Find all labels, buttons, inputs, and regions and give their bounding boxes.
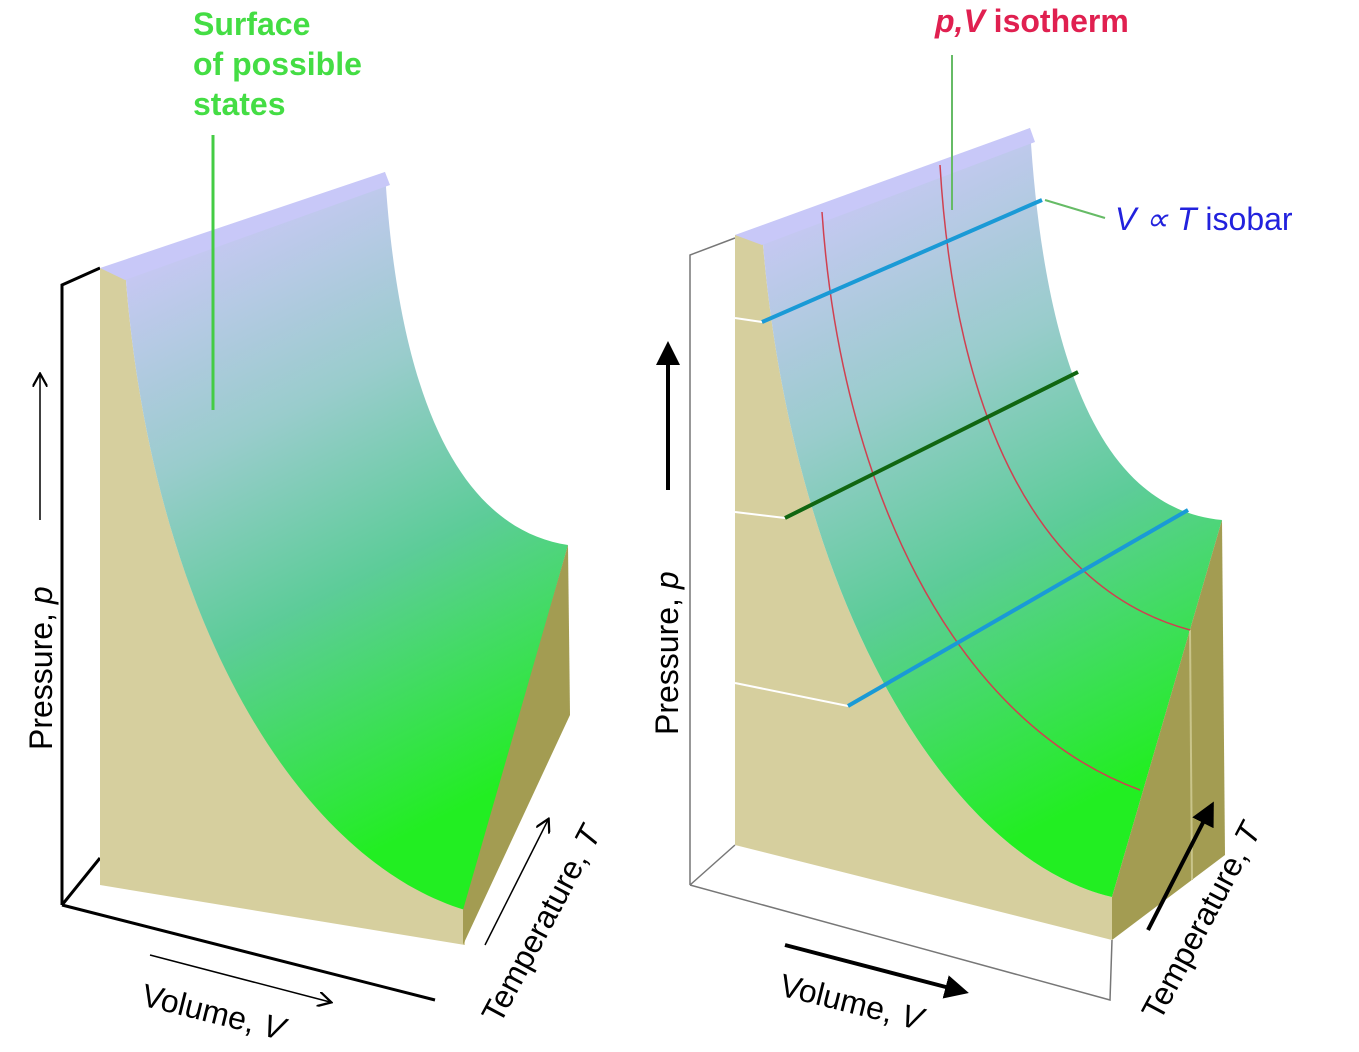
- symbols: V ∝ T: [1115, 201, 1199, 237]
- axis-label: Volume, V: [138, 977, 291, 1048]
- isobar-label: V ∝ T isobar: [1115, 201, 1293, 237]
- isotherm-label: p,V isotherm: [934, 3, 1129, 39]
- label-text: isotherm: [994, 3, 1129, 39]
- axis-label: Pressure, p: [649, 571, 685, 735]
- symbols: p,V: [934, 3, 987, 39]
- annotation: states: [193, 86, 286, 122]
- axis-name: Volume,: [776, 967, 897, 1030]
- annotation: of possible: [193, 46, 362, 82]
- left-panel: Surface of possible states Pressure, p V…: [23, 6, 609, 1048]
- axis-symbol: T: [1227, 815, 1269, 851]
- axis-symbol: T: [567, 818, 609, 854]
- axis-symbol: p: [649, 571, 685, 590]
- axis-symbol: V: [259, 1007, 291, 1048]
- axis-name: Pressure,: [649, 598, 685, 735]
- axis-symbol: p: [23, 586, 59, 605]
- leader-line: [1045, 200, 1105, 218]
- axis-symbol: V: [897, 997, 929, 1038]
- annotation: Surface: [193, 6, 310, 42]
- axis-name: Volume,: [138, 977, 259, 1040]
- axis-label: Pressure, p: [23, 586, 59, 750]
- label-text: isobar: [1205, 201, 1293, 237]
- diagram: Surface of possible states Pressure, p V…: [0, 0, 1359, 1052]
- right-panel: p,V isotherm V ∝ T isobar Pressure, p Vo…: [649, 3, 1293, 1038]
- axis-name: Pressure,: [23, 613, 59, 750]
